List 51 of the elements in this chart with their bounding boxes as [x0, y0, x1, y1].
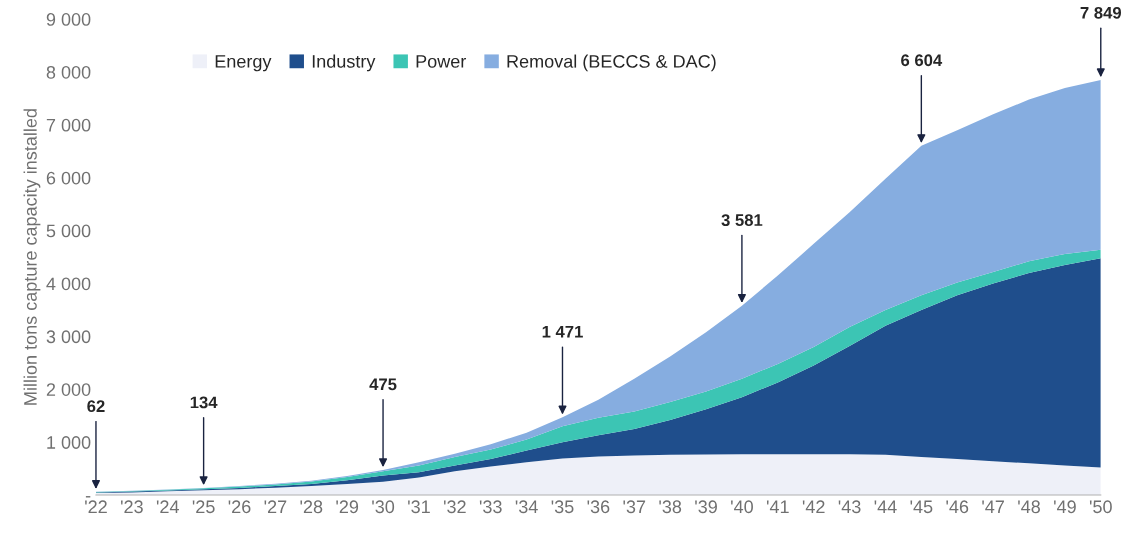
x-tick-label: '49	[1054, 500, 1076, 514]
x-tick-label: '37	[623, 500, 646, 514]
x-tick-label: '48	[1018, 500, 1040, 514]
y-axis-title: Million tons capture capacity installed	[23, 109, 41, 405]
x-tick-label: '29	[336, 500, 359, 514]
y-tick-label: 6 000	[46, 171, 91, 185]
x-tick-label: '28	[300, 500, 323, 514]
x-tick-label: '42	[802, 500, 825, 513]
x-tick-label: '34	[515, 500, 538, 514]
x-tick-label: '41	[766, 500, 789, 513]
annotation: 6 604	[901, 54, 943, 67]
x-tick-label: '44	[874, 500, 897, 513]
y-tick-label: -	[85, 496, 91, 498]
x-tick-label: '26	[228, 500, 251, 514]
x-tick-label: '47	[982, 500, 1004, 513]
y-tick-label: 1 000	[47, 436, 91, 449]
x-tick-label: '50	[1089, 500, 1112, 514]
x-tick-label: '31	[408, 500, 430, 514]
x-tick-label: '39	[695, 500, 717, 514]
y-tick-label: 5 000	[46, 224, 91, 238]
y-tick-label: 3 000	[46, 330, 91, 344]
legend-label: Energy	[215, 55, 272, 72]
x-tick-label: '24	[156, 500, 179, 513]
legend-label: Power	[416, 55, 467, 68]
annotation: 475	[369, 378, 397, 391]
x-tick-label: '43	[838, 500, 861, 514]
x-tick-label: '23	[121, 500, 143, 514]
legend-label: Industry	[312, 54, 376, 72]
x-tick-label: '45	[910, 500, 933, 514]
x-tick-label: '40	[731, 500, 753, 514]
annotation: 3 581	[721, 214, 763, 227]
x-tick-label: '27	[264, 500, 287, 513]
annotation: 134	[190, 396, 218, 409]
x-tick-label: '33	[479, 500, 502, 514]
y-tick-label: 7 000	[46, 118, 91, 132]
x-tick-label: '32	[443, 500, 466, 514]
x-tick-label: '38	[659, 500, 682, 514]
x-tick-label: '35	[551, 500, 574, 514]
x-tick-label: '25	[192, 500, 215, 514]
annotation: 1 471	[542, 325, 583, 338]
x-tick-label: '22	[85, 500, 107, 513]
y-tick-label: 2 000	[46, 383, 91, 396]
y-tick-label: 4 000	[46, 277, 91, 291]
legend-label: Removal (BECCS & DAC)	[507, 54, 716, 72]
y-tick-label: 8 000	[46, 65, 91, 79]
x-tick-label: '36	[587, 500, 610, 514]
y-tick-label: 9 000	[46, 13, 91, 26]
x-tick-label: '30	[372, 500, 395, 514]
annotation: 7 849	[1080, 6, 1122, 19]
x-tick-label: '46	[946, 500, 969, 514]
annotation: 62	[87, 400, 105, 413]
